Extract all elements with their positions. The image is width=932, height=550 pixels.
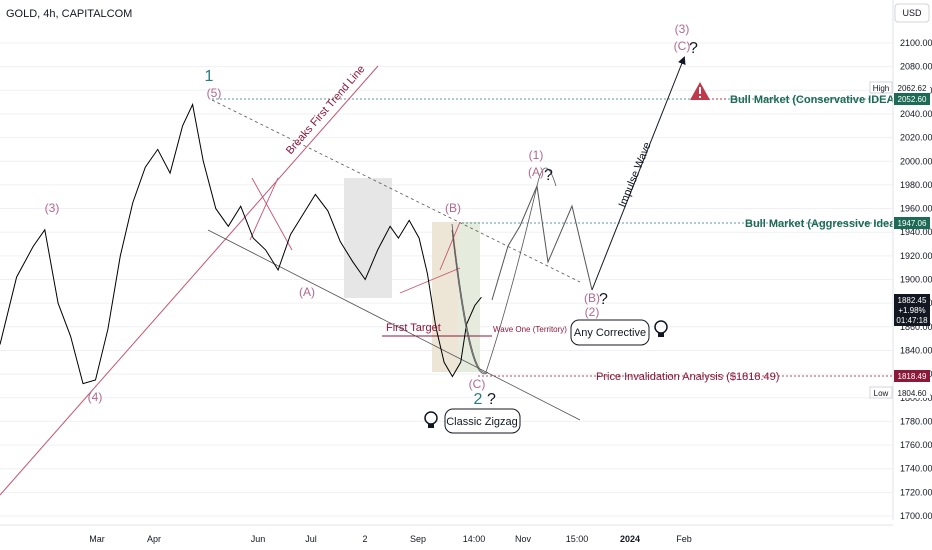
x-tick-label: Jun	[251, 534, 266, 544]
x-tick-label: 2024	[620, 534, 640, 544]
svg-text:2062.62: 2062.62	[898, 84, 927, 93]
question-mark-2: ?	[487, 391, 496, 408]
wave-label-c-lower: (C)	[469, 377, 486, 391]
y-tick-label: 1940.00	[900, 227, 932, 237]
y-tick-label: 1760.00	[900, 440, 932, 450]
price-label-aggressive: 1947.06	[894, 217, 930, 229]
pink-segment-4	[439, 221, 461, 271]
x-axis-ticks: Mar Apr Jun Jul 2 Sep 14:00 Nov 15:00 2024 Feb	[89, 534, 692, 544]
pink-segment-1	[251, 177, 293, 251]
x-tick-label: Apr	[147, 534, 161, 544]
y-tick-label: 1960.00	[900, 204, 932, 214]
warning-icon	[690, 82, 710, 100]
price-label-invalidation: 1818.49	[894, 370, 930, 382]
y-tick-label: 2000.00	[900, 156, 932, 166]
wave-bowl-curve	[451, 167, 557, 373]
any-corrective-box	[570, 319, 650, 346]
svg-text:01:47:18: 01:47:18	[896, 316, 928, 325]
price-label-high: High 2062.62	[869, 81, 930, 94]
wave-label-b-lower: (B)	[445, 201, 461, 215]
bull-conservative-label: Bull Market (Conservative IDEA)	[730, 94, 898, 106]
wave-label-3: (3)	[45, 201, 60, 215]
y-tick-label: 1780.00	[900, 416, 932, 426]
price-label-low: Low 1804.60	[869, 386, 930, 399]
lightbulb-icon	[654, 320, 668, 337]
svg-text:1882.45: 1882.45	[898, 296, 927, 305]
svg-text:+1.98%: +1.98%	[898, 306, 925, 315]
classic-zigzag-box	[444, 408, 521, 434]
wave-label-3-upper: (3)	[675, 22, 690, 36]
pink-segment-3	[399, 267, 461, 294]
classic-zigzag-label: Classic Zigzag	[446, 416, 518, 428]
gray-zone	[344, 178, 392, 298]
green-zone	[458, 222, 480, 372]
price-label-current: 1882.45 +1.98% 01:47:18	[894, 294, 930, 326]
price-invalidation-label: Price Invalidation Analysis ($1818.49)	[596, 371, 779, 383]
x-tick-label: 2	[362, 534, 367, 544]
wave-label-2-upper: (2)	[585, 305, 600, 319]
y-tick-label: 1860.00	[900, 322, 932, 332]
wave-label-1-upper: (1)	[529, 148, 544, 162]
y-tick-label: 2040.00	[900, 109, 932, 119]
x-tick-label: Nov	[515, 534, 532, 544]
wave-label-a-lower: (A)	[299, 285, 315, 299]
currency-button[interactable]	[894, 3, 930, 23]
y-tick-label: 1720.00	[900, 487, 932, 497]
wave-label-1: 1	[205, 68, 214, 85]
svg-text:1804.60: 1804.60	[898, 389, 927, 398]
wave-one-territory-label: Wave One (Territory)	[493, 325, 567, 334]
wave-label-b-upper: (B)	[584, 291, 600, 305]
x-tick-label: Jul	[305, 534, 317, 544]
price-line	[0, 102, 482, 385]
wave-label-5: (5)	[207, 86, 222, 100]
y-tick-label: 1840.00	[900, 345, 932, 355]
y-axis-ticks: 2100.002080.002060.002040.002020.002000.…	[900, 38, 932, 521]
svg-text:1818.49: 1818.49	[898, 372, 927, 381]
y-tick-label: 1920.00	[900, 251, 932, 261]
y-tick-label: 2020.00	[900, 133, 932, 143]
svg-text:Low: Low	[874, 389, 889, 398]
first-target-label: First Target	[386, 322, 441, 334]
impulse-wave-arrow	[591, 56, 686, 291]
price-label-conservative: 2052.60	[894, 93, 930, 105]
y-tick-label: 2100.00	[900, 38, 932, 48]
y-tick-label: 1900.00	[900, 275, 932, 285]
chart-title: GOLD, 4h, CAPITALCOM	[6, 8, 132, 20]
wave-label-c-upper: (C)	[674, 39, 691, 53]
question-mark-a: ?	[544, 167, 553, 184]
x-tick-label: 15:00	[566, 534, 589, 544]
svg-text:1947.06: 1947.06	[898, 219, 927, 228]
svg-text:High: High	[873, 84, 889, 93]
currency-label: USD	[902, 8, 922, 18]
projected-zigzag	[491, 184, 593, 301]
first-trend-line	[0, 65, 379, 496]
x-tick-label: Sep	[410, 534, 426, 544]
wave-bowl-curve-2	[451, 229, 489, 375]
lightbulb-icon-2	[424, 411, 438, 428]
y-tick-label: 1700.00	[900, 511, 932, 521]
channel-lower-line	[207, 229, 581, 421]
y-tick-label: 1980.00	[900, 180, 932, 190]
wave-label-a-upper: (A)	[528, 165, 544, 179]
pink-segment-2	[249, 177, 279, 241]
x-tick-label: Mar	[89, 534, 105, 544]
question-mark-b: ?	[599, 291, 608, 308]
wave-label-4: (4)	[88, 390, 103, 404]
x-tick-label: Feb	[676, 534, 692, 544]
any-corrective-label: Any Corrective	[574, 327, 646, 339]
svg-text:2052.60: 2052.60	[898, 95, 927, 104]
question-mark-c: ?	[689, 40, 698, 57]
channel-upper-line	[211, 99, 581, 283]
y-tick-label: 1740.00	[900, 464, 932, 474]
bull-aggressive-label: Bull Market (Aggressive Idea)	[745, 218, 899, 230]
x-tick-label: 14:00	[463, 534, 486, 544]
y-tick-label: 2080.00	[900, 62, 932, 72]
wave-label-2: 2	[474, 391, 483, 408]
